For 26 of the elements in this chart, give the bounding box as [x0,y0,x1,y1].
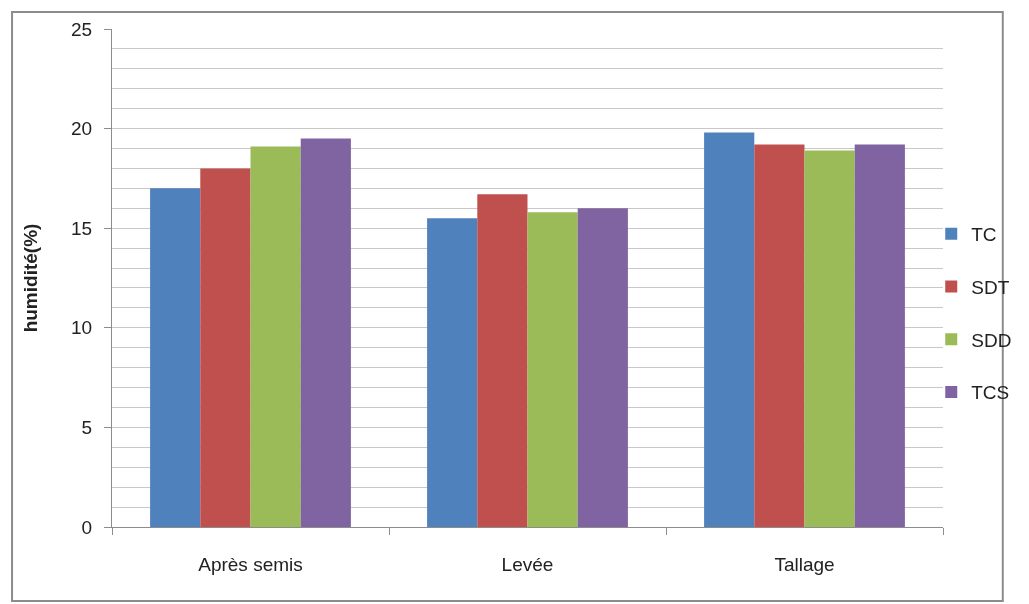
bar [300,138,351,527]
y-tick-label: 25 [70,18,93,40]
y-tick-label: 10 [70,317,93,339]
y-tick-label: 0 [81,516,93,538]
x-tick-label: Après semis [198,553,303,575]
bar [804,150,855,527]
y-tick-label: 5 [81,417,93,439]
legend-label: TCS [971,382,1010,404]
legend-label: SDD [971,329,1012,351]
bar [527,212,578,527]
bar [427,218,478,527]
bar [577,208,628,527]
bar [754,144,805,527]
legend-label: TC [971,224,997,246]
bar [250,146,301,527]
y-tick-label: 15 [70,217,93,239]
bar [704,132,755,527]
bar [854,144,905,527]
bar [150,188,201,527]
y-tick-label: 20 [70,118,93,140]
legend-label: SDT [971,276,1010,298]
y-axis-title: humidité(%) [19,223,41,333]
x-tick-label: Tallage [774,553,835,575]
x-tick-label: Levée [501,553,554,575]
bar [200,168,251,527]
bar [477,194,528,527]
